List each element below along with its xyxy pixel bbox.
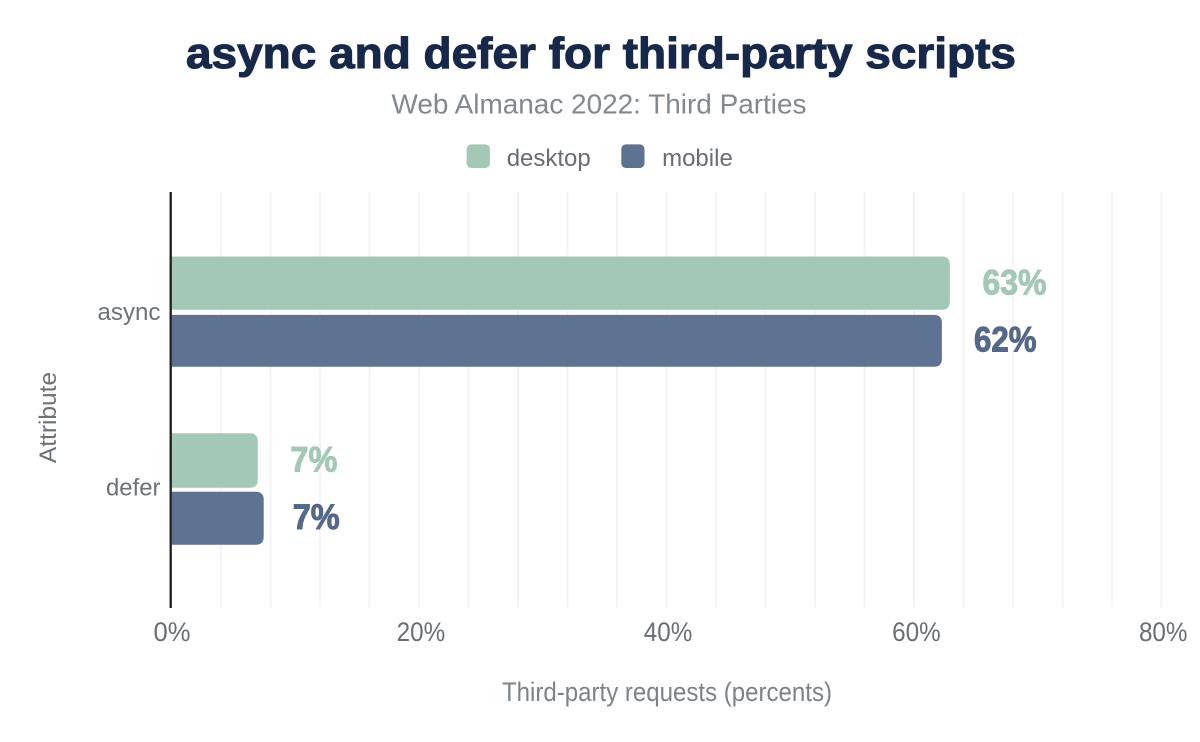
- svg-text:defer: defer: [106, 474, 161, 501]
- svg-text:Attribute: Attribute: [35, 372, 62, 463]
- svg-text:async: async: [98, 299, 161, 326]
- svg-text:7%: 7%: [290, 439, 337, 479]
- svg-text:Web Almanac 2022: Third Partie: Web Almanac 2022: Third Parties: [392, 89, 807, 120]
- svg-text:60%: 60%: [892, 617, 941, 647]
- svg-text:80%: 80%: [1139, 617, 1188, 647]
- svg-text:desktop: desktop: [507, 145, 591, 172]
- svg-text:async and defer for third-part: async and defer for third-party scripts: [186, 29, 1016, 78]
- svg-text:20%: 20%: [397, 617, 446, 647]
- svg-text:62%: 62%: [974, 320, 1037, 360]
- svg-text:63%: 63%: [983, 263, 1047, 303]
- svg-text:mobile: mobile: [662, 145, 733, 172]
- svg-text:7%: 7%: [293, 497, 340, 537]
- svg-text:Third-party requests (percents: Third-party requests (percents): [502, 677, 832, 707]
- svg-text:40%: 40%: [644, 617, 693, 647]
- svg-text:0%: 0%: [154, 617, 191, 647]
